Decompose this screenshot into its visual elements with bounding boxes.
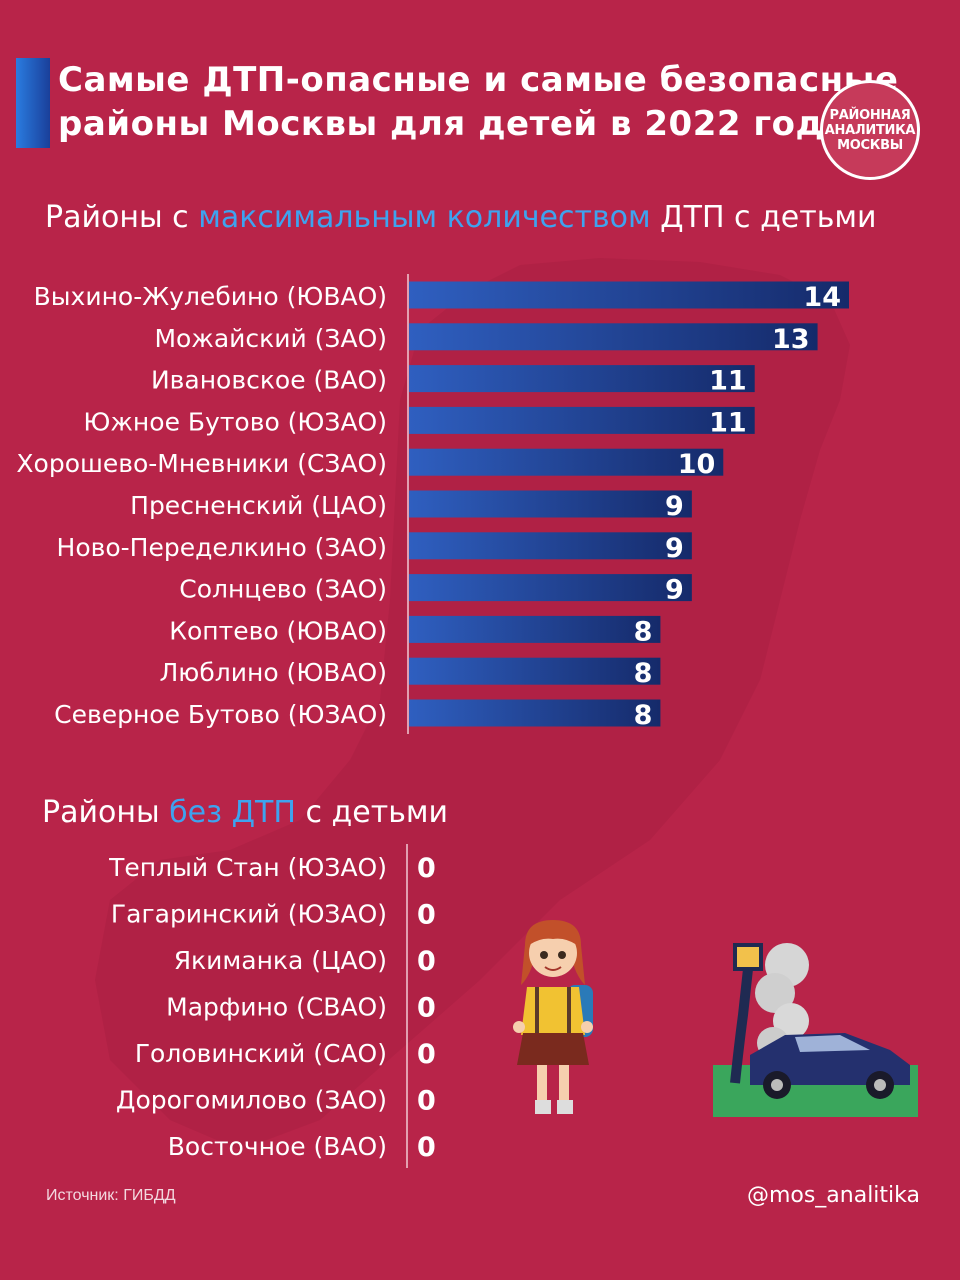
top-category-label: Южное Бутово (ЮЗАО) [83, 407, 387, 436]
zero-districts-chart: Теплый Стан (ЮЗАО) 0 Гагаринский (ЮЗАО) 0 Як… [108, 844, 436, 1168]
zero-value-label: 0 [417, 1039, 436, 1070]
top-value-label: 8 [634, 616, 653, 647]
top-category-label: Коптево (ЮВАО) [169, 616, 387, 645]
top-category-label: Выхино-Жулебино (ЮВАО) [34, 282, 387, 311]
section-top-prefix: Районы с [45, 200, 199, 235]
top-value-label: 13 [772, 324, 810, 355]
zero-category-label: Дорогомилово (ЗАО) [116, 1086, 387, 1115]
top-value-label: 9 [665, 575, 684, 606]
top-category-label: Ново-Переделкино (ЗАО) [57, 533, 387, 562]
top-category-label: Пресненский (ЦАО) [130, 491, 387, 520]
section-title-zero: Районы без ДТП с детьми [42, 795, 448, 830]
section-zero-prefix: Районы [42, 795, 170, 830]
zero-category-label: Головинский (САО) [135, 1039, 387, 1068]
zero-value-label: 0 [417, 900, 436, 931]
top-value-label: 10 [678, 449, 716, 480]
title-line-2: районы Москвы для детей в 2022 году [58, 104, 847, 144]
top-category-label: Северное Бутово (ЮЗАО) [54, 700, 387, 729]
section-top-suffix: ДТП с детьми [650, 200, 877, 235]
title-line-1: Самые ДТП-опасные и самые безопасные [58, 60, 899, 100]
top-bar [409, 657, 661, 685]
top-value-label: 9 [665, 533, 684, 564]
zero-value-label: 0 [417, 993, 436, 1024]
girl-illustration [513, 920, 593, 1114]
top-category-label: Солнцево (ЗАО) [179, 575, 387, 604]
section-zero-highlight: без ДТП [169, 795, 296, 830]
top-bar [409, 699, 661, 727]
top-bar [409, 615, 661, 643]
author-handle: @mos_analitika [746, 1183, 920, 1208]
top-bar [409, 323, 818, 351]
top-value-label: 9 [665, 491, 684, 522]
title-accent-bar [16, 58, 50, 148]
zero-value-label: 0 [417, 946, 436, 977]
source-caption: Источник: ГИБДД [46, 1187, 176, 1204]
top-bar [409, 490, 692, 518]
top-bar [409, 365, 755, 393]
car-crash-illustration [713, 943, 918, 1117]
top-category-label: Люблино (ЮВАО) [159, 658, 387, 687]
top-value-label: 11 [709, 407, 747, 438]
zero-value-label: 0 [417, 1086, 436, 1117]
section-title-top: Районы с максимальным количеством ДТП с … [45, 200, 877, 235]
page-title: Самые ДТП-опасные и самые безопасные рай… [58, 58, 899, 146]
top-category-label: Хорошево-Мневники (СЗАО) [16, 449, 387, 478]
zero-category-label: Теплый Стан (ЮЗАО) [108, 853, 387, 882]
zero-category-label: Якиманка (ЦАО) [174, 946, 387, 975]
top-bar [409, 448, 724, 476]
top-bar [409, 532, 692, 560]
zero-category-label: Марфино (СВАО) [166, 993, 387, 1022]
top-value-label: 14 [803, 282, 841, 313]
section-top-highlight: максимальным количеством [198, 200, 651, 235]
logo-text: РАЙОННАЯ АНАЛИТИКА МОСКВЫ [824, 107, 916, 153]
zero-value-label: 0 [417, 853, 436, 884]
top-category-label: Ивановское (ВАО) [151, 366, 387, 395]
top-districts-bar-chart: Выхино-Жулебино (ЮВАО) 14 Можайский (ЗАО) 1… [16, 274, 849, 734]
top-value-label: 11 [709, 366, 747, 397]
top-value-label: 8 [634, 700, 653, 731]
top-value-label: 8 [634, 658, 653, 689]
section-zero-suffix: с детьми [295, 795, 449, 830]
zero-category-label: Гагаринский (ЮЗАО) [111, 900, 387, 929]
zero-category-label: Восточное (ВАО) [168, 1132, 387, 1161]
top-category-label: Можайский (ЗАО) [154, 324, 387, 353]
top-bar [409, 574, 692, 602]
top-bar [409, 281, 849, 309]
top-bar [409, 406, 755, 434]
zero-value-label: 0 [417, 1132, 436, 1163]
brand-logo: РАЙОННАЯ АНАЛИТИКА МОСКВЫ [820, 80, 920, 180]
